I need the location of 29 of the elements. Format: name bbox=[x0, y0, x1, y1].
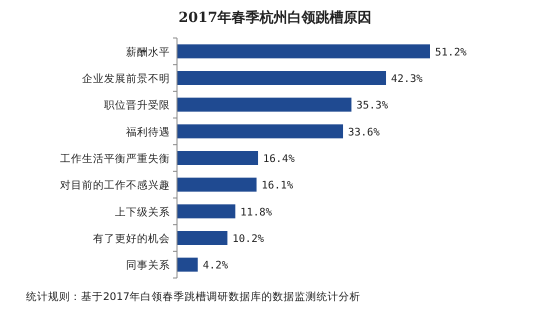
bar bbox=[177, 258, 198, 272]
y-tick-label: 职位晋升受限 bbox=[104, 98, 170, 112]
data-label: 16.4% bbox=[263, 153, 296, 165]
y-tick-label: 上下级关系 bbox=[115, 205, 170, 218]
data-label: 42.3% bbox=[391, 73, 424, 85]
bar bbox=[177, 98, 352, 112]
data-label: 35.3% bbox=[356, 100, 389, 112]
data-label: 11.8% bbox=[240, 206, 273, 218]
y-tick-label: 企业发展前景不明 bbox=[82, 72, 170, 85]
text: 统计规则：基于2017年白领春季跳槽调研数据库的数据监测统计分析 bbox=[26, 290, 361, 303]
chart-title: 2017年春季杭州白领跳槽原因 bbox=[178, 9, 372, 26]
bar bbox=[177, 124, 344, 138]
data-label: 10.2% bbox=[232, 233, 265, 245]
y-tick-label: 福利待遇 bbox=[126, 125, 170, 138]
y-tick-label: 薪酬水平 bbox=[126, 45, 170, 58]
y-tick-label: 工作生活平衡严重失衡 bbox=[60, 152, 170, 165]
bar bbox=[177, 151, 258, 165]
y-tick-label: 有了更好的机会 bbox=[93, 233, 170, 245]
bar bbox=[177, 204, 236, 218]
data-label: 51.2% bbox=[435, 46, 468, 58]
data-label: 33.6% bbox=[348, 126, 380, 138]
bar bbox=[177, 178, 257, 192]
data-label: 16.1% bbox=[262, 180, 294, 192]
y-tick-label: 同事关系 bbox=[126, 258, 170, 272]
bar bbox=[177, 71, 386, 85]
data-label: 4.2% bbox=[202, 260, 229, 272]
bar bbox=[177, 44, 430, 58]
y-tick-label: 对目前的工作不感兴趣 bbox=[60, 178, 170, 192]
bar bbox=[177, 231, 228, 245]
